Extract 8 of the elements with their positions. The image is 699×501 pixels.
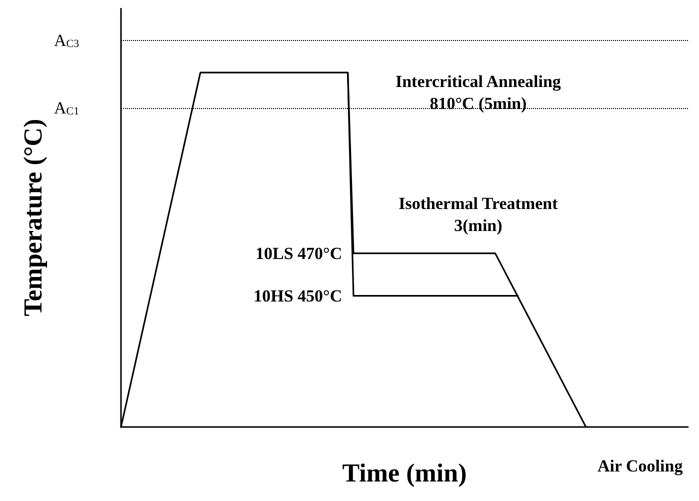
ref-line-label: AC1 — [54, 98, 80, 118]
annotation: 10HS 450°C — [254, 286, 342, 306]
text: Air Cooling — [598, 456, 684, 476]
annotation: Isothermal Treatment 3(min) — [398, 194, 558, 235]
ref-line-label: AC3 — [54, 31, 80, 50]
annotation: 10LS 470°C — [256, 244, 342, 263]
y-axis-title: Temperature (°C) — [18, 118, 48, 316]
x-axis-title: Time (min) — [342, 458, 467, 488]
